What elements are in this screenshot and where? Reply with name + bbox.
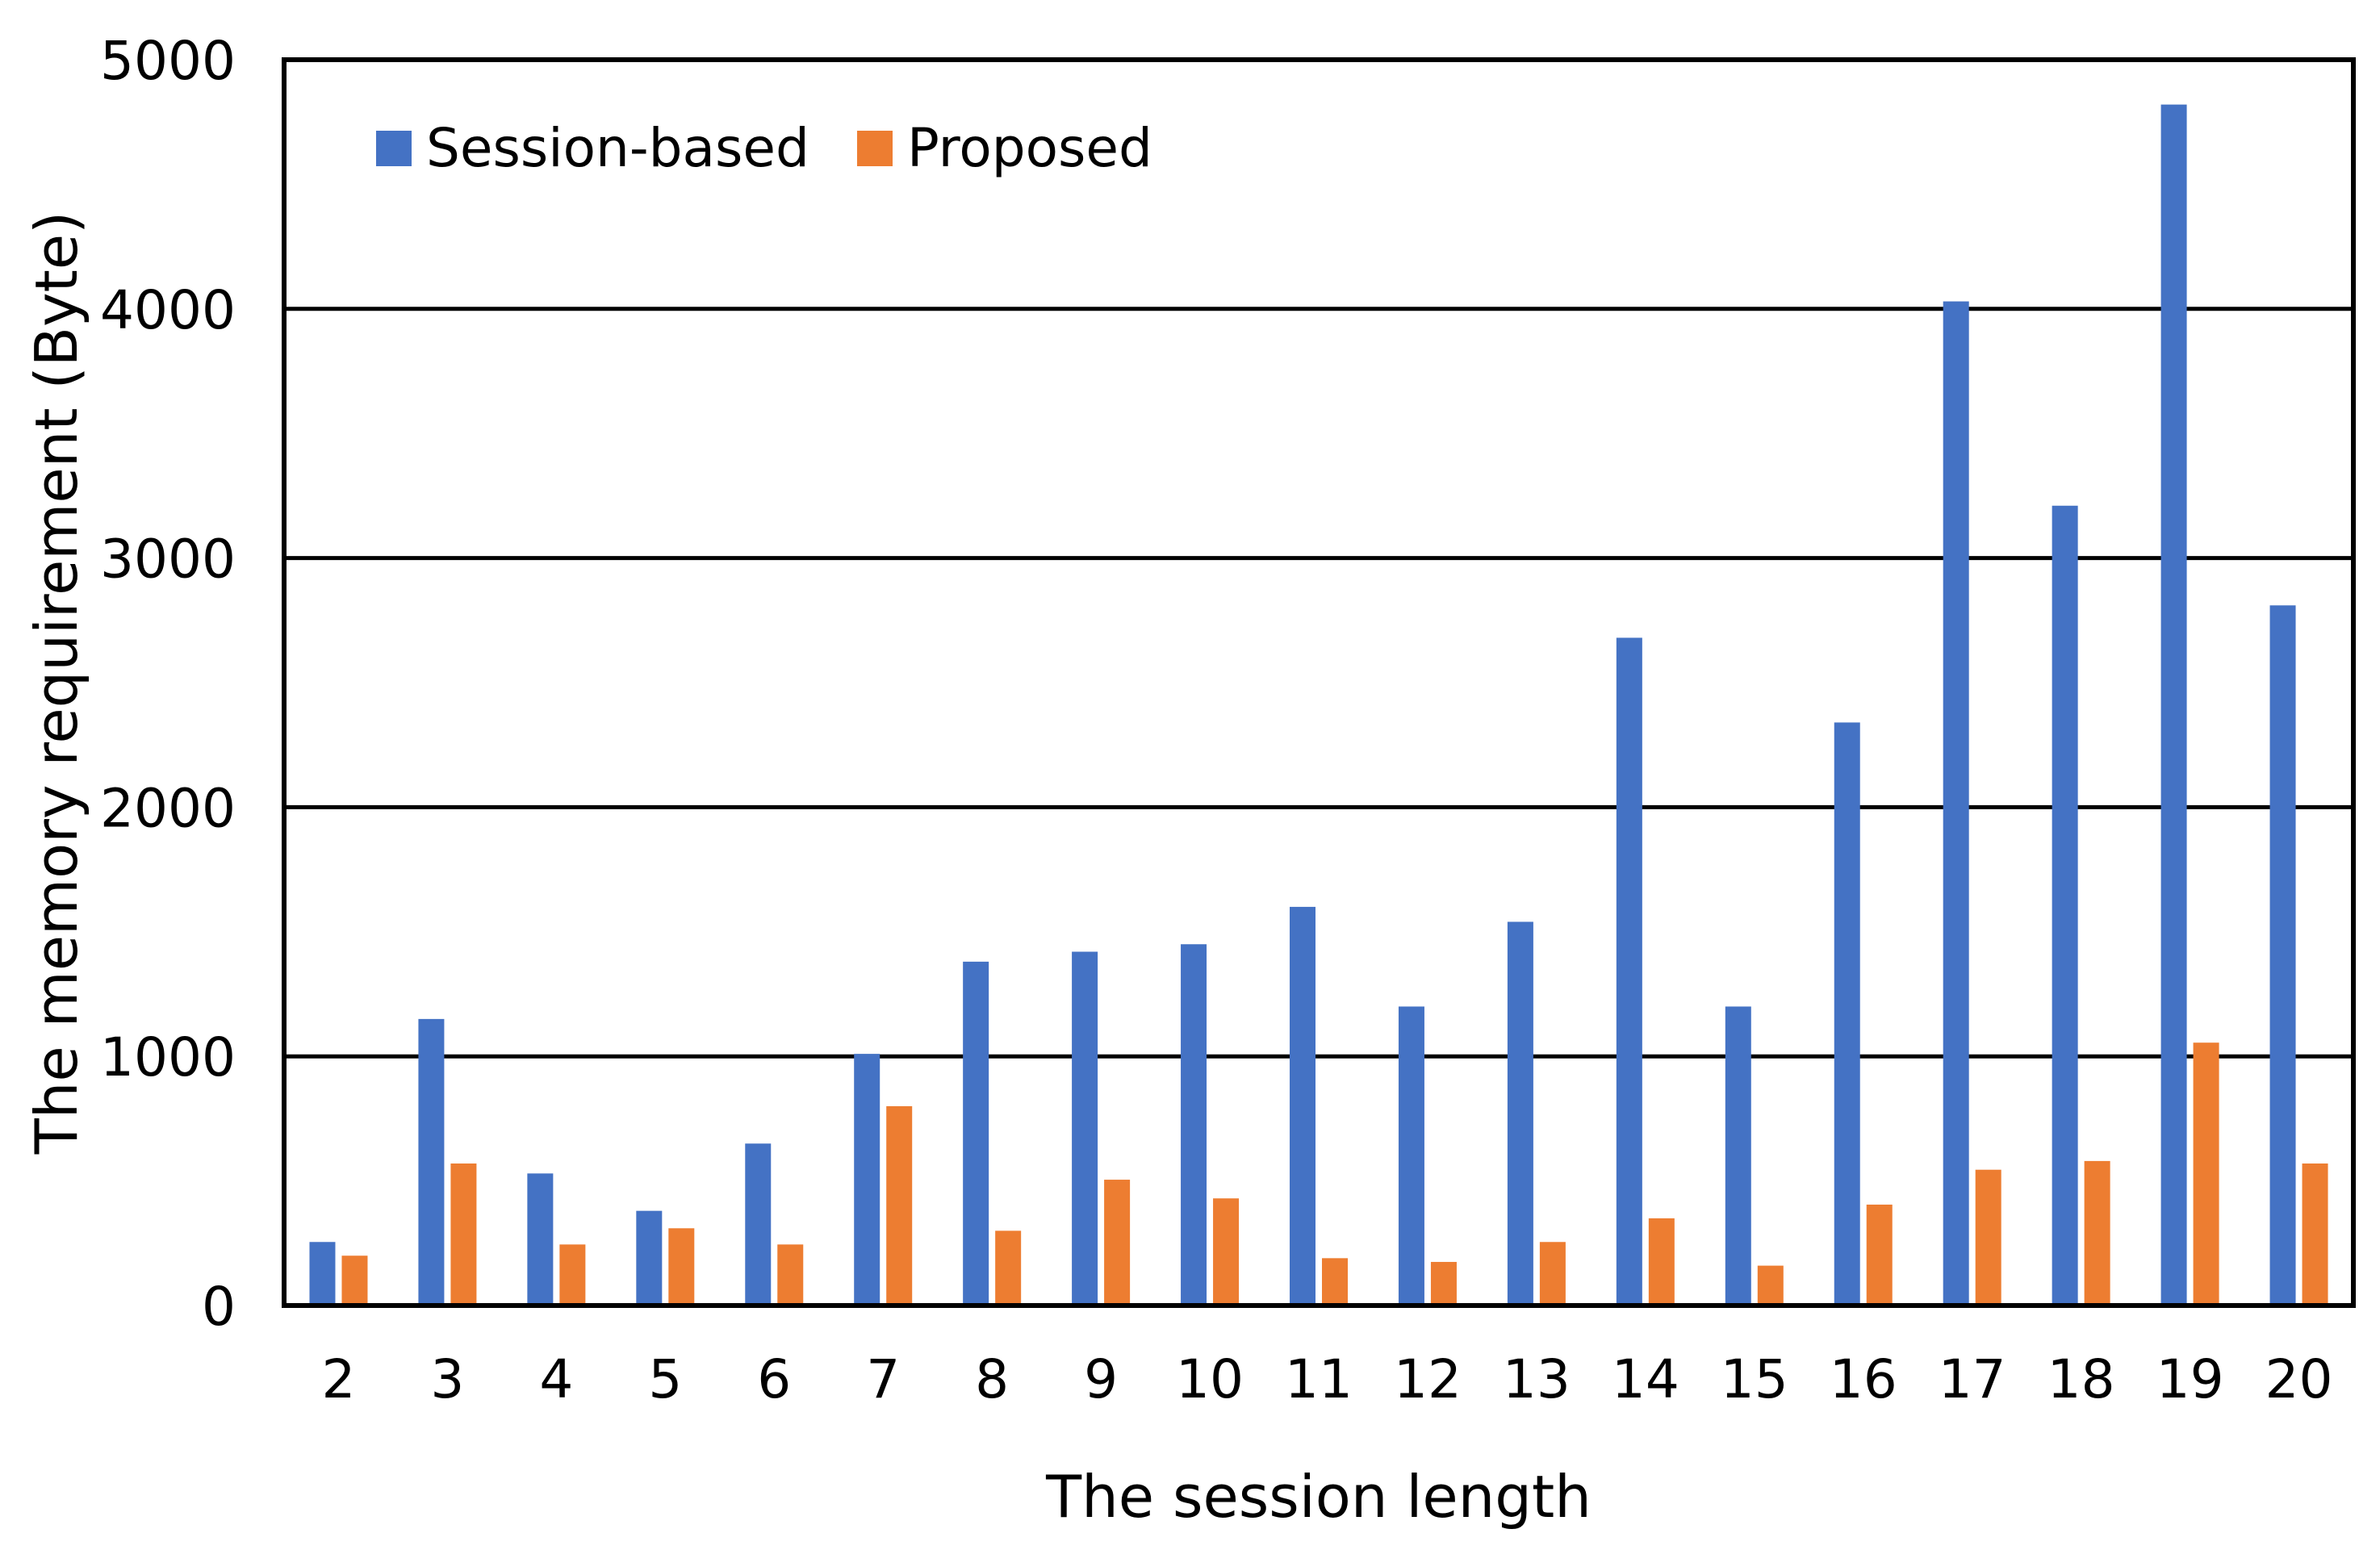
bar-session-based-18 [2052,505,2078,1306]
x-tick-label: 17 [1939,1348,2006,1410]
bar-proposed-13 [1539,1242,1566,1306]
bar-session-based-7 [854,1054,880,1306]
y-tick-label: 2000 [100,777,236,839]
bar-proposed-6 [777,1244,804,1306]
bar-proposed-7 [886,1105,913,1306]
bar-session-based-2 [309,1242,336,1306]
x-axis-label: The session length [1045,1463,1592,1531]
bar-session-based-15 [1725,1006,1751,1306]
x-tick-label: 14 [1612,1348,1679,1410]
gridlines [284,307,2353,1059]
y-axis-label: The memory requirement (Byte) [23,211,90,1155]
bar-session-based-13 [1507,921,1533,1306]
y-tick-label: 3000 [100,529,236,591]
x-tick-label: 8 [975,1348,1009,1410]
bar-proposed-8 [995,1230,1022,1306]
bar-session-based-5 [636,1210,663,1306]
x-tick-label: 12 [1394,1348,1462,1410]
bar-proposed-20 [2302,1163,2328,1306]
x-tick-label: 18 [2047,1348,2115,1410]
x-tick-label: 6 [757,1348,791,1410]
bar-proposed-9 [1104,1180,1131,1306]
bar-session-based-16 [1834,722,1860,1306]
legend-swatch-proposed [857,131,893,166]
bar-proposed-4 [559,1244,586,1306]
x-tick-label: 3 [430,1348,464,1410]
bar-session-based-12 [1398,1006,1424,1306]
bar-session-based-17 [1943,301,1969,1306]
y-tick-label: 1000 [100,1026,236,1088]
bar-proposed-17 [1975,1169,2001,1306]
y-tick-labels: 0 1000 2000 3000 4000 5000 [100,30,236,1338]
bar-session-based-19 [2160,104,2187,1306]
bar-proposed-15 [1757,1265,1784,1306]
bar-proposed-16 [1866,1204,1893,1306]
bar-proposed-2 [341,1255,368,1306]
x-tick-label: 5 [648,1348,682,1410]
x-tick-label: 2 [321,1348,355,1410]
y-tick-label: 4000 [100,279,236,341]
bar-proposed-5 [668,1228,695,1306]
bar-proposed-19 [2193,1042,2219,1306]
bar-session-based-14 [1616,637,1642,1306]
bar-session-based-10 [1181,944,1207,1306]
x-tick-label: 4 [539,1348,573,1410]
bar-session-based-11 [1290,906,1315,1306]
x-tick-label: 15 [1721,1348,1788,1410]
x-tick-label: 19 [2156,1348,2224,1410]
bar-session-based-9 [1072,951,1098,1306]
bar-proposed-14 [1648,1218,1675,1306]
bar-proposed-11 [1322,1258,1348,1306]
bar-session-based-20 [2269,605,2296,1306]
x-tick-labels: 2 3 4 5 6 7 8 9 10 11 12 13 14 15 16 17 18 19 20 [321,1348,2332,1410]
bar-proposed-18 [2084,1160,2110,1306]
bar-proposed-3 [450,1163,477,1306]
legend-label-session-based: Session-based [426,117,809,179]
plot-frame [282,57,2356,1308]
x-tick-label: 10 [1176,1348,1244,1410]
y-tick-label: 0 [202,1276,236,1338]
legend-label-proposed: Proposed [907,117,1152,179]
bar-session-based-8 [963,961,989,1306]
x-tick-label: 13 [1503,1348,1571,1410]
bar-proposed-10 [1213,1198,1240,1306]
legend-swatch-session-based [376,131,412,166]
bar-session-based-6 [745,1143,772,1306]
legend: Session-based Proposed [376,117,1152,179]
bar-session-based-4 [527,1173,554,1306]
y-tick-label: 5000 [100,30,236,92]
bars [309,104,2328,1306]
x-tick-label: 16 [1830,1348,1897,1410]
x-tick-label: 9 [1084,1348,1118,1410]
x-tick-label: 20 [2265,1348,2333,1410]
x-tick-label: 7 [866,1348,900,1410]
bar-proposed-12 [1430,1261,1457,1306]
bar-session-based-3 [418,1018,445,1306]
x-tick-label: 11 [1285,1348,1353,1410]
